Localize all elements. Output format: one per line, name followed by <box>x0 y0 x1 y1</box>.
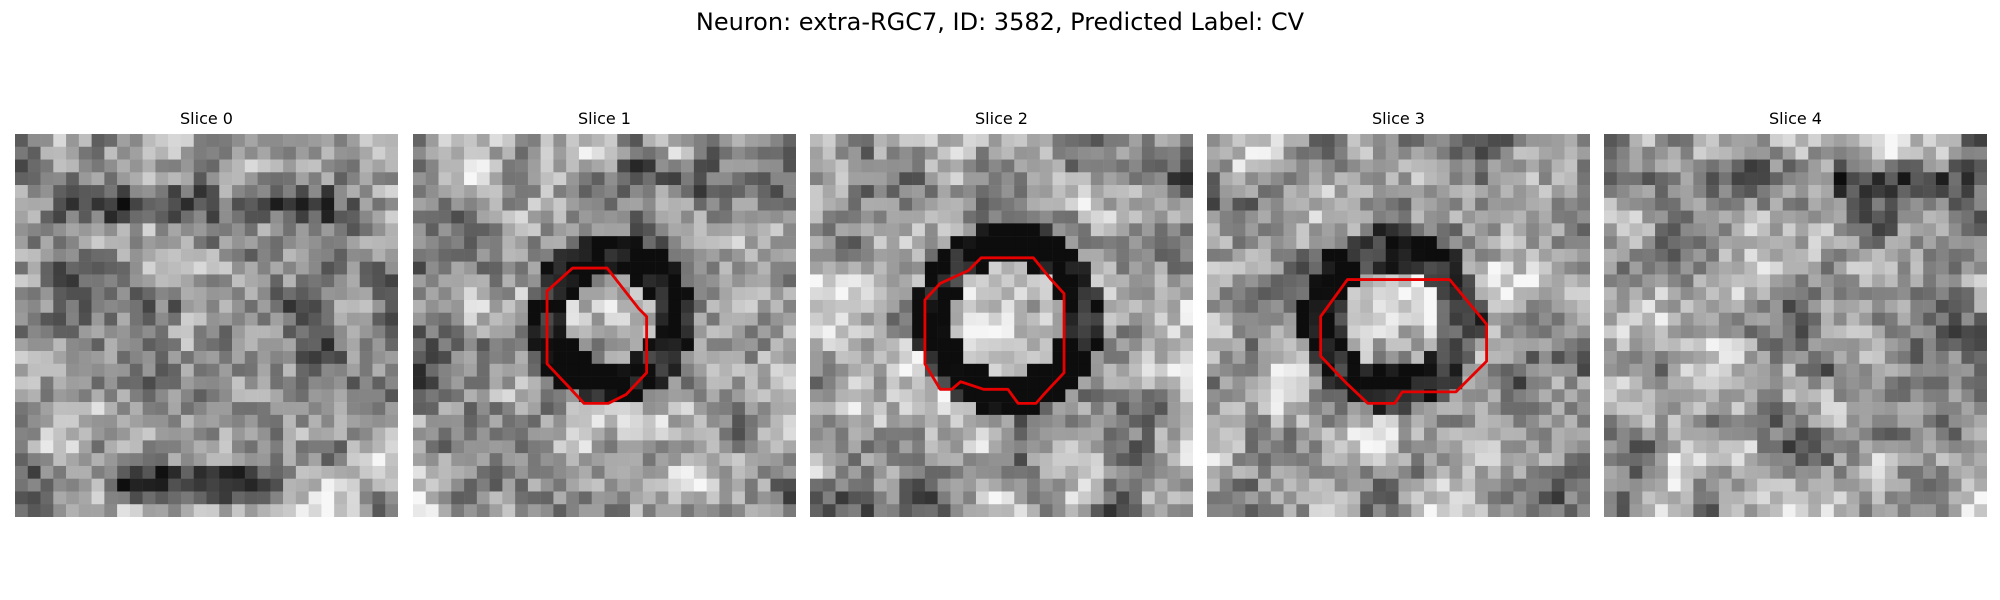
segmentation-outline <box>923 256 1066 405</box>
slice-label: Slice 1 <box>578 109 631 128</box>
slice-panel-0: Slice 0 <box>15 108 398 526</box>
slice-image <box>1604 134 1987 517</box>
slice-image <box>810 134 1193 517</box>
slice-label: Slice 3 <box>1372 109 1425 128</box>
slice-panel-3: Slice 3 <box>1207 108 1590 526</box>
segmentation-outline <box>545 266 649 405</box>
slice-image <box>1207 134 1590 517</box>
slice-panel-1: Slice 1 <box>413 108 796 526</box>
slice-label: Slice 4 <box>1769 109 1822 128</box>
slice-panel-2: Slice 2 <box>810 108 1193 526</box>
slice-label: Slice 0 <box>180 109 233 128</box>
figure-title: Neuron: extra-RGC7, ID: 3582, Predicted … <box>695 8 1305 36</box>
slice-panel-4: Slice 4 <box>1604 108 1987 526</box>
segmentation-outline <box>1319 278 1488 405</box>
slice-image <box>15 134 398 517</box>
slice-label: Slice 2 <box>975 109 1028 128</box>
slice-image <box>413 134 796 517</box>
